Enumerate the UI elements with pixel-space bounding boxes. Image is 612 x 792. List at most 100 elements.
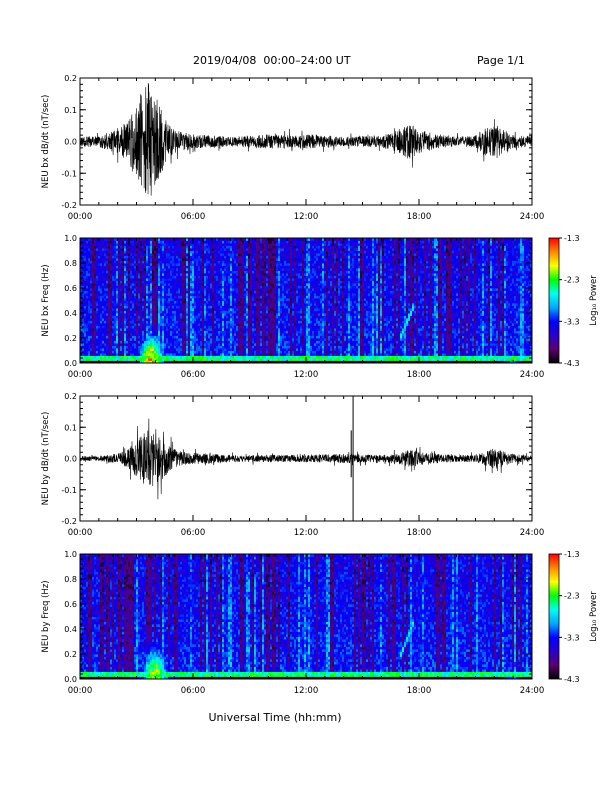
spectrogram-cell <box>96 335 99 339</box>
spectrogram-cell <box>208 358 211 361</box>
spectrogram-cell <box>176 273 179 276</box>
spectrogram-cell <box>180 285 183 289</box>
spectrogram-cell <box>88 348 91 351</box>
spectrogram-cell <box>158 318 161 321</box>
spectrogram-cell <box>182 335 185 339</box>
spectrogram-cell <box>166 300 169 304</box>
spectrogram-cell <box>180 325 183 329</box>
spectrogram-cell <box>120 315 123 319</box>
spectrogram-cell <box>152 353 155 356</box>
spectrogram-cell <box>196 310 199 314</box>
spectrogram-cell <box>122 310 125 314</box>
spectrogram-cell <box>202 335 205 339</box>
spectrogram-cell <box>198 323 201 326</box>
spectrogram-cell <box>222 340 225 344</box>
spectrogram-cell <box>224 278 227 281</box>
spectrogram-cell <box>116 348 119 351</box>
spectrogram-cell <box>206 250 209 254</box>
spectrogram-cell <box>100 258 103 261</box>
spectrogram-cell <box>194 355 197 359</box>
spectrogram-cell <box>176 245 179 249</box>
spectrogram-cell <box>164 278 167 281</box>
spectrogram-cell <box>86 280 89 284</box>
spectrogram-cell <box>218 358 221 361</box>
spectrogram-cell <box>216 343 219 346</box>
spectrogram-cell <box>164 305 167 309</box>
spectrogram-cell <box>146 355 149 359</box>
spectrogram-cell <box>98 270 101 274</box>
spectrogram-cell <box>160 258 163 261</box>
spectrogram-cell <box>146 253 149 256</box>
spectrogram-cell <box>84 313 87 316</box>
spectrogram-cell <box>84 253 87 256</box>
spectrogram-cell <box>136 268 139 271</box>
spectrogram-cell <box>182 275 185 279</box>
spectrogram-cell <box>174 358 177 361</box>
spectrogram-cell <box>172 255 175 259</box>
spectrogram-cell <box>112 275 115 279</box>
spectrogram-cell <box>184 345 187 349</box>
spectrogram-cell <box>128 328 131 331</box>
spectrogram-cell <box>110 300 113 304</box>
spectrogram-cell <box>224 338 227 341</box>
spectrogram-cell <box>200 333 203 336</box>
spectrogram-cell <box>110 253 113 256</box>
spectrogram-cell <box>172 300 175 304</box>
spectrogram-cell <box>150 285 153 289</box>
spectrogram-cell <box>224 345 227 349</box>
spectrogram-cell <box>94 290 97 294</box>
spectrogram-cell <box>190 245 193 249</box>
spectrogram-cell <box>148 255 151 259</box>
spectrogram-cell <box>118 288 121 291</box>
spectrogram-cell <box>156 265 159 269</box>
spectrogram-cell <box>166 280 169 284</box>
spectrogram-cell <box>114 338 117 341</box>
spectrogram-cell <box>98 353 101 356</box>
spectrogram-cell <box>176 283 179 286</box>
spectrogram-cell <box>172 305 175 309</box>
spectrogram-cell <box>114 325 117 329</box>
spectrogram-cell <box>178 263 181 266</box>
spectrogram-cell <box>110 315 113 319</box>
spectrogram-cell <box>174 353 177 356</box>
spectrogram-cell <box>156 340 159 344</box>
spectrogram-cell <box>88 350 91 354</box>
spectrogram-cell <box>140 338 143 341</box>
spectrogram-cell <box>118 250 121 254</box>
spectrogram-cell <box>102 320 105 324</box>
spectrogram-cell <box>134 255 137 259</box>
spectrogram-cell <box>80 270 83 274</box>
spectrogram-cell <box>182 310 185 314</box>
spectrogram-cell <box>116 308 119 311</box>
spectrogram-cell <box>152 290 155 294</box>
spectrogram-cell <box>206 275 209 279</box>
spectrogram-cell <box>116 283 119 286</box>
spectrogram-cell <box>134 273 137 276</box>
spectrogram-cell <box>80 268 83 271</box>
spectrogram-cell <box>194 288 197 291</box>
spectrogram-cell <box>162 240 165 244</box>
spectrogram-cell <box>210 258 213 261</box>
spectrogram-cell <box>220 358 223 361</box>
spectrogram-cell <box>200 280 203 284</box>
spectrogram-cell <box>158 263 161 266</box>
spectrogram-cell <box>180 240 183 244</box>
spectrogram-cell <box>142 348 145 351</box>
spectrogram-cell <box>112 250 115 254</box>
spectrogram-cell <box>112 325 115 329</box>
spectrogram-cell <box>200 343 203 346</box>
spectrogram-cell <box>186 293 189 296</box>
spectrogram-cell <box>170 273 173 276</box>
spectrogram-cell <box>96 240 99 244</box>
spectrogram-cell <box>196 305 199 309</box>
spectrogram-cell <box>214 288 217 291</box>
spectrogram-cell <box>82 268 85 271</box>
spectrogram-cell <box>218 250 221 254</box>
spectrogram-cell <box>104 313 107 316</box>
spectrogram-cell <box>80 265 83 269</box>
spectrogram-cell <box>176 335 179 339</box>
spectrogram-cell <box>200 265 203 269</box>
spectrogram-cell <box>156 305 159 309</box>
spectrogram-cell <box>188 245 191 249</box>
spectrogram-cell <box>186 283 189 286</box>
